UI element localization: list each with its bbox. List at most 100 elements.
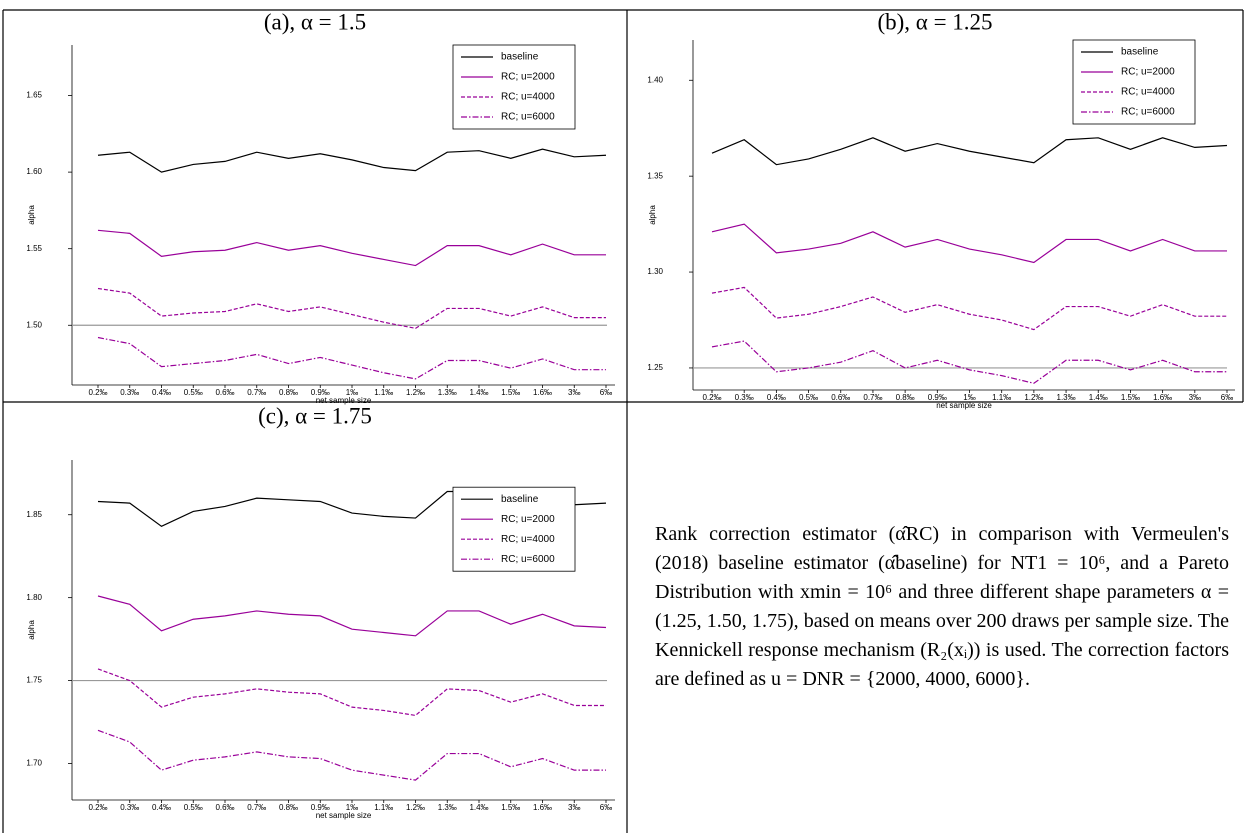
y-axis-label: alpha bbox=[27, 620, 36, 640]
legend-label: RC; u=2000 bbox=[1121, 67, 1175, 78]
x-tick-label: 1.3‰ bbox=[438, 388, 457, 397]
legend-box bbox=[452, 486, 576, 572]
y-tick-label: 1.50 bbox=[26, 320, 42, 329]
x-tick-label: 6‰ bbox=[600, 388, 612, 397]
series-line bbox=[97, 336, 606, 380]
x-tick-label: 1.5‰ bbox=[501, 803, 520, 812]
y-tick-label: 1.40 bbox=[647, 75, 663, 84]
x-tick-label: 0.2‰ bbox=[702, 393, 721, 402]
x-tick-label: 0.7‰ bbox=[247, 803, 266, 812]
x-tick-label: 0.8‰ bbox=[279, 388, 298, 397]
y-tick-label: 1.70 bbox=[26, 759, 42, 768]
legend-label: baseline bbox=[1121, 47, 1159, 58]
x-tick-label: 0.3‰ bbox=[120, 803, 139, 812]
legend-label: baseline bbox=[501, 52, 539, 63]
x-tick-label: 0.9‰ bbox=[311, 388, 330, 397]
x-tick-label: 0.8‰ bbox=[896, 393, 915, 402]
x-tick-label: 0.4‰ bbox=[767, 393, 786, 402]
x-tick-label: 1.6‰ bbox=[533, 803, 552, 812]
x-tick-label: 3‰ bbox=[1189, 393, 1201, 402]
legend-label: RC; u=6000 bbox=[501, 554, 555, 565]
y-tick-label: 1.65 bbox=[26, 91, 42, 100]
y-tick-label: 1.30 bbox=[647, 267, 663, 276]
series-line bbox=[711, 286, 1227, 331]
y-tick-label: 1.55 bbox=[26, 244, 42, 253]
series-line bbox=[711, 340, 1227, 384]
x-tick-label: 0.3‰ bbox=[120, 388, 139, 397]
chart-title: (a), α = 1.5 bbox=[264, 9, 366, 34]
x-tick-label: 1.6‰ bbox=[1153, 393, 1172, 402]
series-line bbox=[711, 137, 1228, 166]
x-tick-label: 1‰ bbox=[963, 393, 975, 402]
x-axis-label: net sample size bbox=[936, 401, 992, 410]
series-line bbox=[97, 668, 606, 717]
x-tick-label: 0.7‰ bbox=[247, 388, 266, 397]
series-line bbox=[97, 229, 606, 267]
chart-title: (b), α = 1.25 bbox=[877, 9, 992, 34]
x-tick-label: 0.6‰ bbox=[215, 388, 234, 397]
y-tick-label: 1.25 bbox=[647, 363, 663, 372]
x-tick-label: 0.5‰ bbox=[184, 388, 203, 397]
y-axis-label: alpha bbox=[648, 205, 657, 225]
x-tick-label: 0.7‰ bbox=[863, 393, 882, 402]
chart-title: (c), α = 1.75 bbox=[258, 403, 372, 428]
x-tick-label: 0.5‰ bbox=[799, 393, 818, 402]
x-tick-label: 1.1‰ bbox=[992, 393, 1011, 402]
x-tick-label: 1.2‰ bbox=[1024, 393, 1043, 402]
x-tick-label: 0.2‰ bbox=[88, 388, 107, 397]
series-line bbox=[711, 223, 1227, 264]
y-axis-label: alpha bbox=[27, 205, 36, 225]
x-tick-label: 6‰ bbox=[1221, 393, 1233, 402]
y-tick-label: 1.60 bbox=[26, 167, 42, 176]
x-tick-label: 1.3‰ bbox=[438, 803, 457, 812]
x-tick-label: 1.2‰ bbox=[406, 388, 425, 397]
y-tick-label: 1.75 bbox=[26, 676, 42, 685]
series-line bbox=[97, 595, 607, 637]
x-tick-label: 0.4‰ bbox=[152, 388, 171, 397]
x-tick-label: 1.1‰ bbox=[374, 803, 393, 812]
x-tick-label: 1.5‰ bbox=[501, 388, 520, 397]
legend-label: RC; u=2000 bbox=[501, 514, 555, 525]
x-tick-label: 1.4‰ bbox=[469, 388, 488, 397]
x-axis-label: net sample size bbox=[316, 811, 372, 820]
legend-label: baseline bbox=[501, 494, 539, 505]
legend-label: RC; u=4000 bbox=[501, 92, 555, 103]
x-tick-label: 3‰ bbox=[568, 803, 580, 812]
x-tick-label: 1.2‰ bbox=[406, 803, 425, 812]
x-tick-label: 0.6‰ bbox=[831, 393, 850, 402]
x-tick-label: 0.8‰ bbox=[279, 803, 298, 812]
y-tick-label: 1.80 bbox=[26, 593, 42, 602]
x-tick-label: 0.2‰ bbox=[88, 803, 107, 812]
legend-label: RC; u=2000 bbox=[501, 72, 555, 83]
y-tick-label: 1.85 bbox=[26, 510, 42, 519]
x-tick-label: 1.4‰ bbox=[1089, 393, 1108, 402]
legend-label: RC; u=6000 bbox=[501, 112, 555, 123]
legend-box bbox=[1072, 39, 1196, 125]
series-line bbox=[97, 729, 606, 781]
legend-label: RC; u=4000 bbox=[501, 534, 555, 545]
x-tick-label: 1.6‰ bbox=[533, 388, 552, 397]
x-tick-label: 0.3‰ bbox=[735, 393, 754, 402]
x-tick-label: 1.4‰ bbox=[469, 803, 488, 812]
x-tick-label: 0.4‰ bbox=[152, 803, 171, 812]
x-tick-label: 0.5‰ bbox=[184, 803, 203, 812]
x-tick-label: 3‰ bbox=[568, 388, 580, 397]
x-axis-label: net sample size bbox=[316, 396, 372, 405]
x-tick-label: 1.1‰ bbox=[374, 388, 393, 397]
cell-borders bbox=[2, 9, 1244, 833]
legend-box bbox=[452, 44, 576, 130]
legend-label: RC; u=6000 bbox=[1121, 107, 1175, 118]
x-tick-label: 0.9‰ bbox=[928, 393, 947, 402]
y-tick-label: 1.35 bbox=[647, 171, 663, 180]
x-tick-label: 1‰ bbox=[346, 803, 358, 812]
caption: Rank correction estimator (α̂RC) in comp… bbox=[655, 523, 1229, 690]
x-tick-label: 1‰ bbox=[346, 388, 358, 397]
x-tick-label: 1.3‰ bbox=[1057, 393, 1076, 402]
x-tick-label: 0.6‰ bbox=[215, 803, 234, 812]
x-tick-label: 1.5‰ bbox=[1121, 393, 1140, 402]
x-tick-label: 6‰ bbox=[600, 803, 612, 812]
x-tick-label: 0.9‰ bbox=[311, 803, 330, 812]
legend-label: RC; u=4000 bbox=[1121, 87, 1175, 98]
